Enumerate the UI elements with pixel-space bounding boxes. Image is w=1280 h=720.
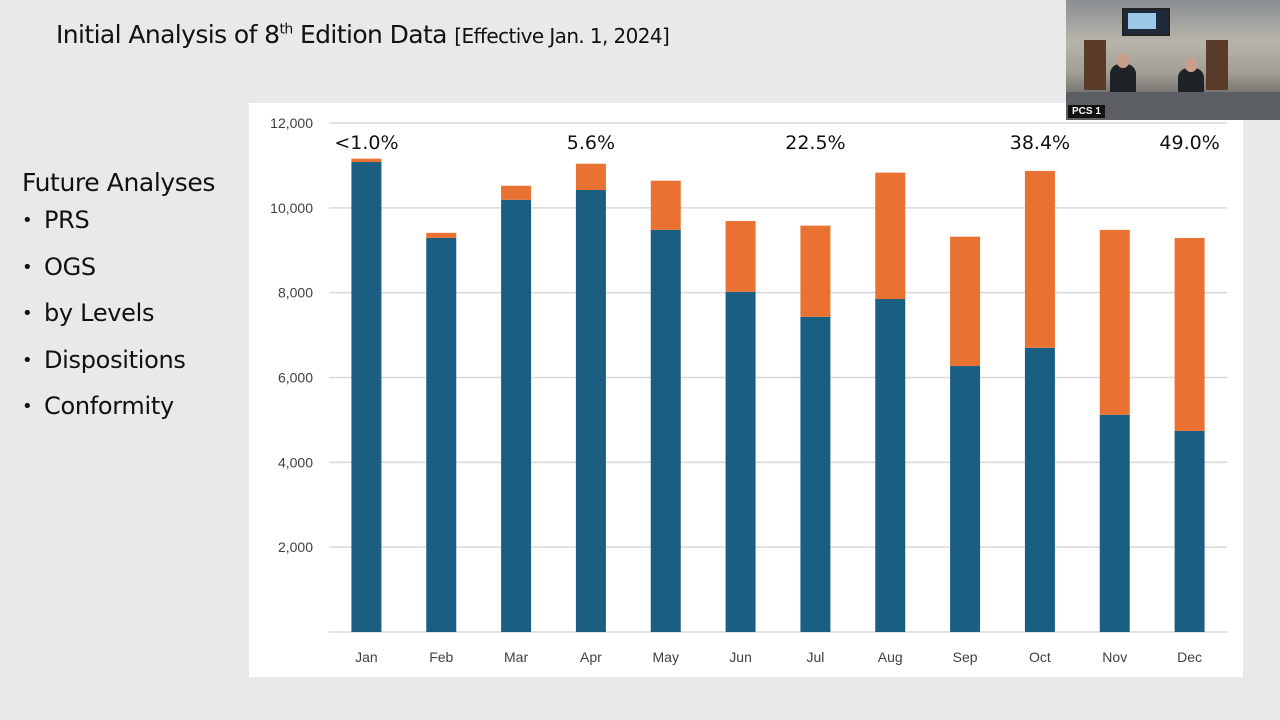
x-tick-label: Oct [1029,649,1051,665]
bullet-item: • Dispositions [22,346,215,393]
bar-earlier-edition-mar [501,199,532,632]
bar-8th-edition-feb [426,232,457,238]
slide-title: Initial Analysis of 8th Edition Data [Ef… [56,20,670,49]
percent-annotation: <1.0% [334,132,398,154]
bar-8th-edition-nov [1099,229,1130,415]
title-rest: Edition Data [292,20,455,49]
x-tick-label: Sep [953,649,978,665]
bar-8th-edition-sep [950,236,981,367]
bullet-icon: • [22,396,33,417]
percent-annotation: 5.6% [567,132,615,154]
stacked-bar-chart: 2,000 4,000 6,000 8,000 10,000 12,000 Jan Feb Ma… [270,115,1227,665]
bar-earlier-edition-apr [575,190,606,632]
bar-8th-edition-dec [1174,237,1205,431]
bar-8th-edition-aug [875,172,906,300]
bullet-item: • Conformity [22,392,215,439]
bar-8th-edition-may [650,180,681,230]
bar-8th-edition-oct [1024,170,1055,348]
bullet-icon: • [22,303,33,324]
x-tick-label: Jun [729,649,752,665]
y-tick-label: 10,000 [270,200,313,216]
room-door [1206,40,1228,90]
bar-earlier-edition-may [650,229,681,632]
bar-earlier-edition-aug [875,299,906,632]
bar-8th-edition-jul [800,225,831,317]
bullet-item: • PRS [22,206,215,253]
bar-earlier-edition-oct [1024,347,1055,632]
participant-head [1185,58,1197,72]
x-tick-label: Nov [1102,649,1127,665]
x-tick-label: Apr [580,649,602,665]
title-effective-date: [Effective Jan. 1, 2024] [454,24,670,48]
bullet-text: Conformity [44,392,174,420]
x-tick-label: May [653,649,679,665]
bar-earlier-edition-jun [725,291,756,632]
y-tick-label: 4,000 [278,454,313,470]
bar-8th-edition-jan [351,158,382,163]
x-tick-label: Aug [878,649,903,665]
bullet-text: Dispositions [44,345,186,374]
x-tick-label: Jan [355,649,378,665]
bar-earlier-edition-sep [950,366,981,632]
bar-earlier-edition-nov [1099,414,1130,632]
video-label: PCS 1 [1068,105,1105,118]
percent-annotation: 22.5% [785,132,845,154]
chart-panel: 2,000 4,000 6,000 8,000 10,000 12,000 Jan Feb Ma… [249,103,1243,677]
bullet-icon: • [22,256,33,278]
title-superscript: th [279,21,293,38]
future-analyses-heading: Future Analyses [22,168,215,197]
bullet-icon: • [22,210,33,231]
y-tick-label: 8,000 [278,285,313,301]
bar-8th-edition-apr [575,163,606,191]
bar-earlier-edition-jul [800,316,831,632]
bullet-item: • OGS [22,253,215,300]
room-monitor [1122,8,1170,36]
bullet-text: by Levels [44,299,155,327]
y-tick-label: 2,000 [278,539,313,555]
title-main: Initial Analysis of 8 [56,20,280,49]
bullet-icon: • [22,349,33,371]
participant-head [1117,54,1129,68]
bullet-item: • by Levels [22,299,215,346]
bar-8th-edition-jun [725,220,756,292]
video-feed-thumbnail[interactable]: PCS 1 [1066,0,1280,120]
y-tick-label: 6,000 [278,370,313,386]
bar-earlier-edition-jan [351,162,382,633]
x-tick-label: Dec [1177,649,1202,665]
x-tick-label: Mar [504,649,528,665]
bar-earlier-edition-dec [1174,430,1205,632]
y-tick-label: 12,000 [270,115,313,131]
bullet-text: PRS [44,206,90,234]
x-tick-label: Jul [806,649,824,665]
x-tick-label: Feb [429,649,453,665]
percent-annotation: 49.0% [1159,132,1219,154]
bullet-list: • PRS • OGS • by Levels • Dispositions • Conformi… [22,206,215,439]
percent-annotation: 38.4% [1010,132,1070,154]
future-analyses-list: Future Analyses • PRS • OGS • by Levels • Dispo… [22,168,215,439]
room-door [1084,40,1106,90]
bar-earlier-edition-feb [426,237,457,633]
bullet-text: OGS [44,252,96,281]
bar-8th-edition-mar [501,185,532,200]
